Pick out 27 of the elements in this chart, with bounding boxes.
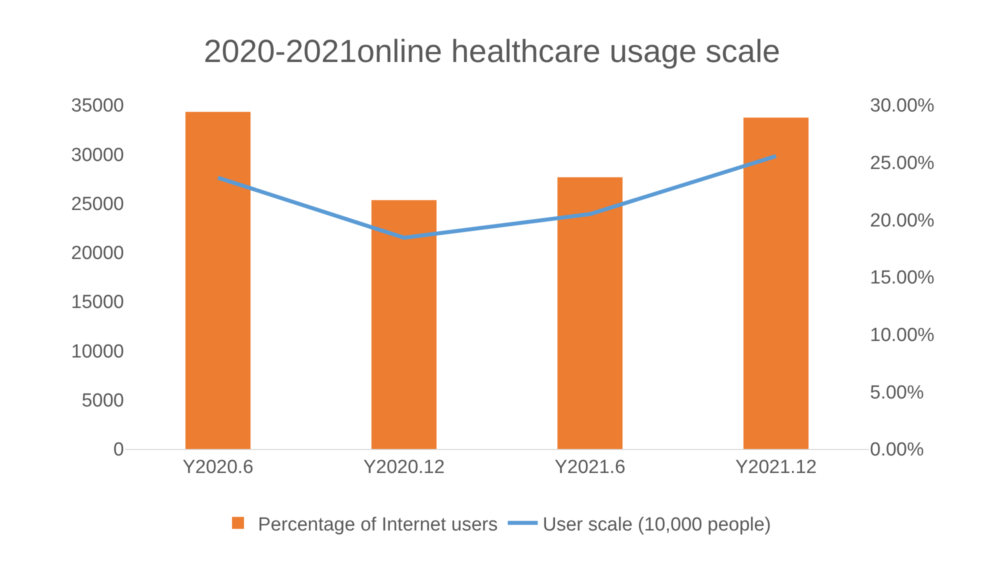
x-tick-label: Y2020.12 <box>363 456 445 478</box>
legend-label: Percentage of Internet users <box>258 514 498 536</box>
bar <box>185 112 251 449</box>
bar <box>371 200 437 449</box>
y-tick-label: 15000 <box>71 292 124 314</box>
chart-title: 2020-2021online healthcare usage scale <box>204 33 780 70</box>
y2-tick-label: 20.00% <box>870 210 935 232</box>
y2-tick-label: 0.00% <box>870 440 924 461</box>
y-tick-label: 25000 <box>71 194 124 215</box>
y-tick-label: 30000 <box>71 144 124 166</box>
y-tick-label: 35000 <box>71 96 124 117</box>
y2-tick-label: 25.00% <box>870 152 935 174</box>
x-tick-label: Y2021.6 <box>554 456 626 478</box>
y2-tick-label: 30.00% <box>870 96 935 117</box>
legend-label: User scale (10,000 people) <box>542 514 771 536</box>
bar <box>557 177 623 449</box>
y-tick-label: 0 <box>113 440 124 461</box>
y2-tick-label: 10.00% <box>870 324 935 346</box>
y-tick-label: 20000 <box>71 243 124 264</box>
x-tick-label: Y2020.6 <box>182 456 254 478</box>
y-tick-label: 5000 <box>82 390 124 412</box>
y2-tick-label: 5.00% <box>870 382 924 404</box>
line-series <box>216 154 778 240</box>
x-tick-label: Y2021.12 <box>735 456 817 478</box>
y2-tick-label: 15.00% <box>870 268 935 289</box>
bar <box>743 118 809 449</box>
y-tick-label: 10000 <box>71 341 124 362</box>
